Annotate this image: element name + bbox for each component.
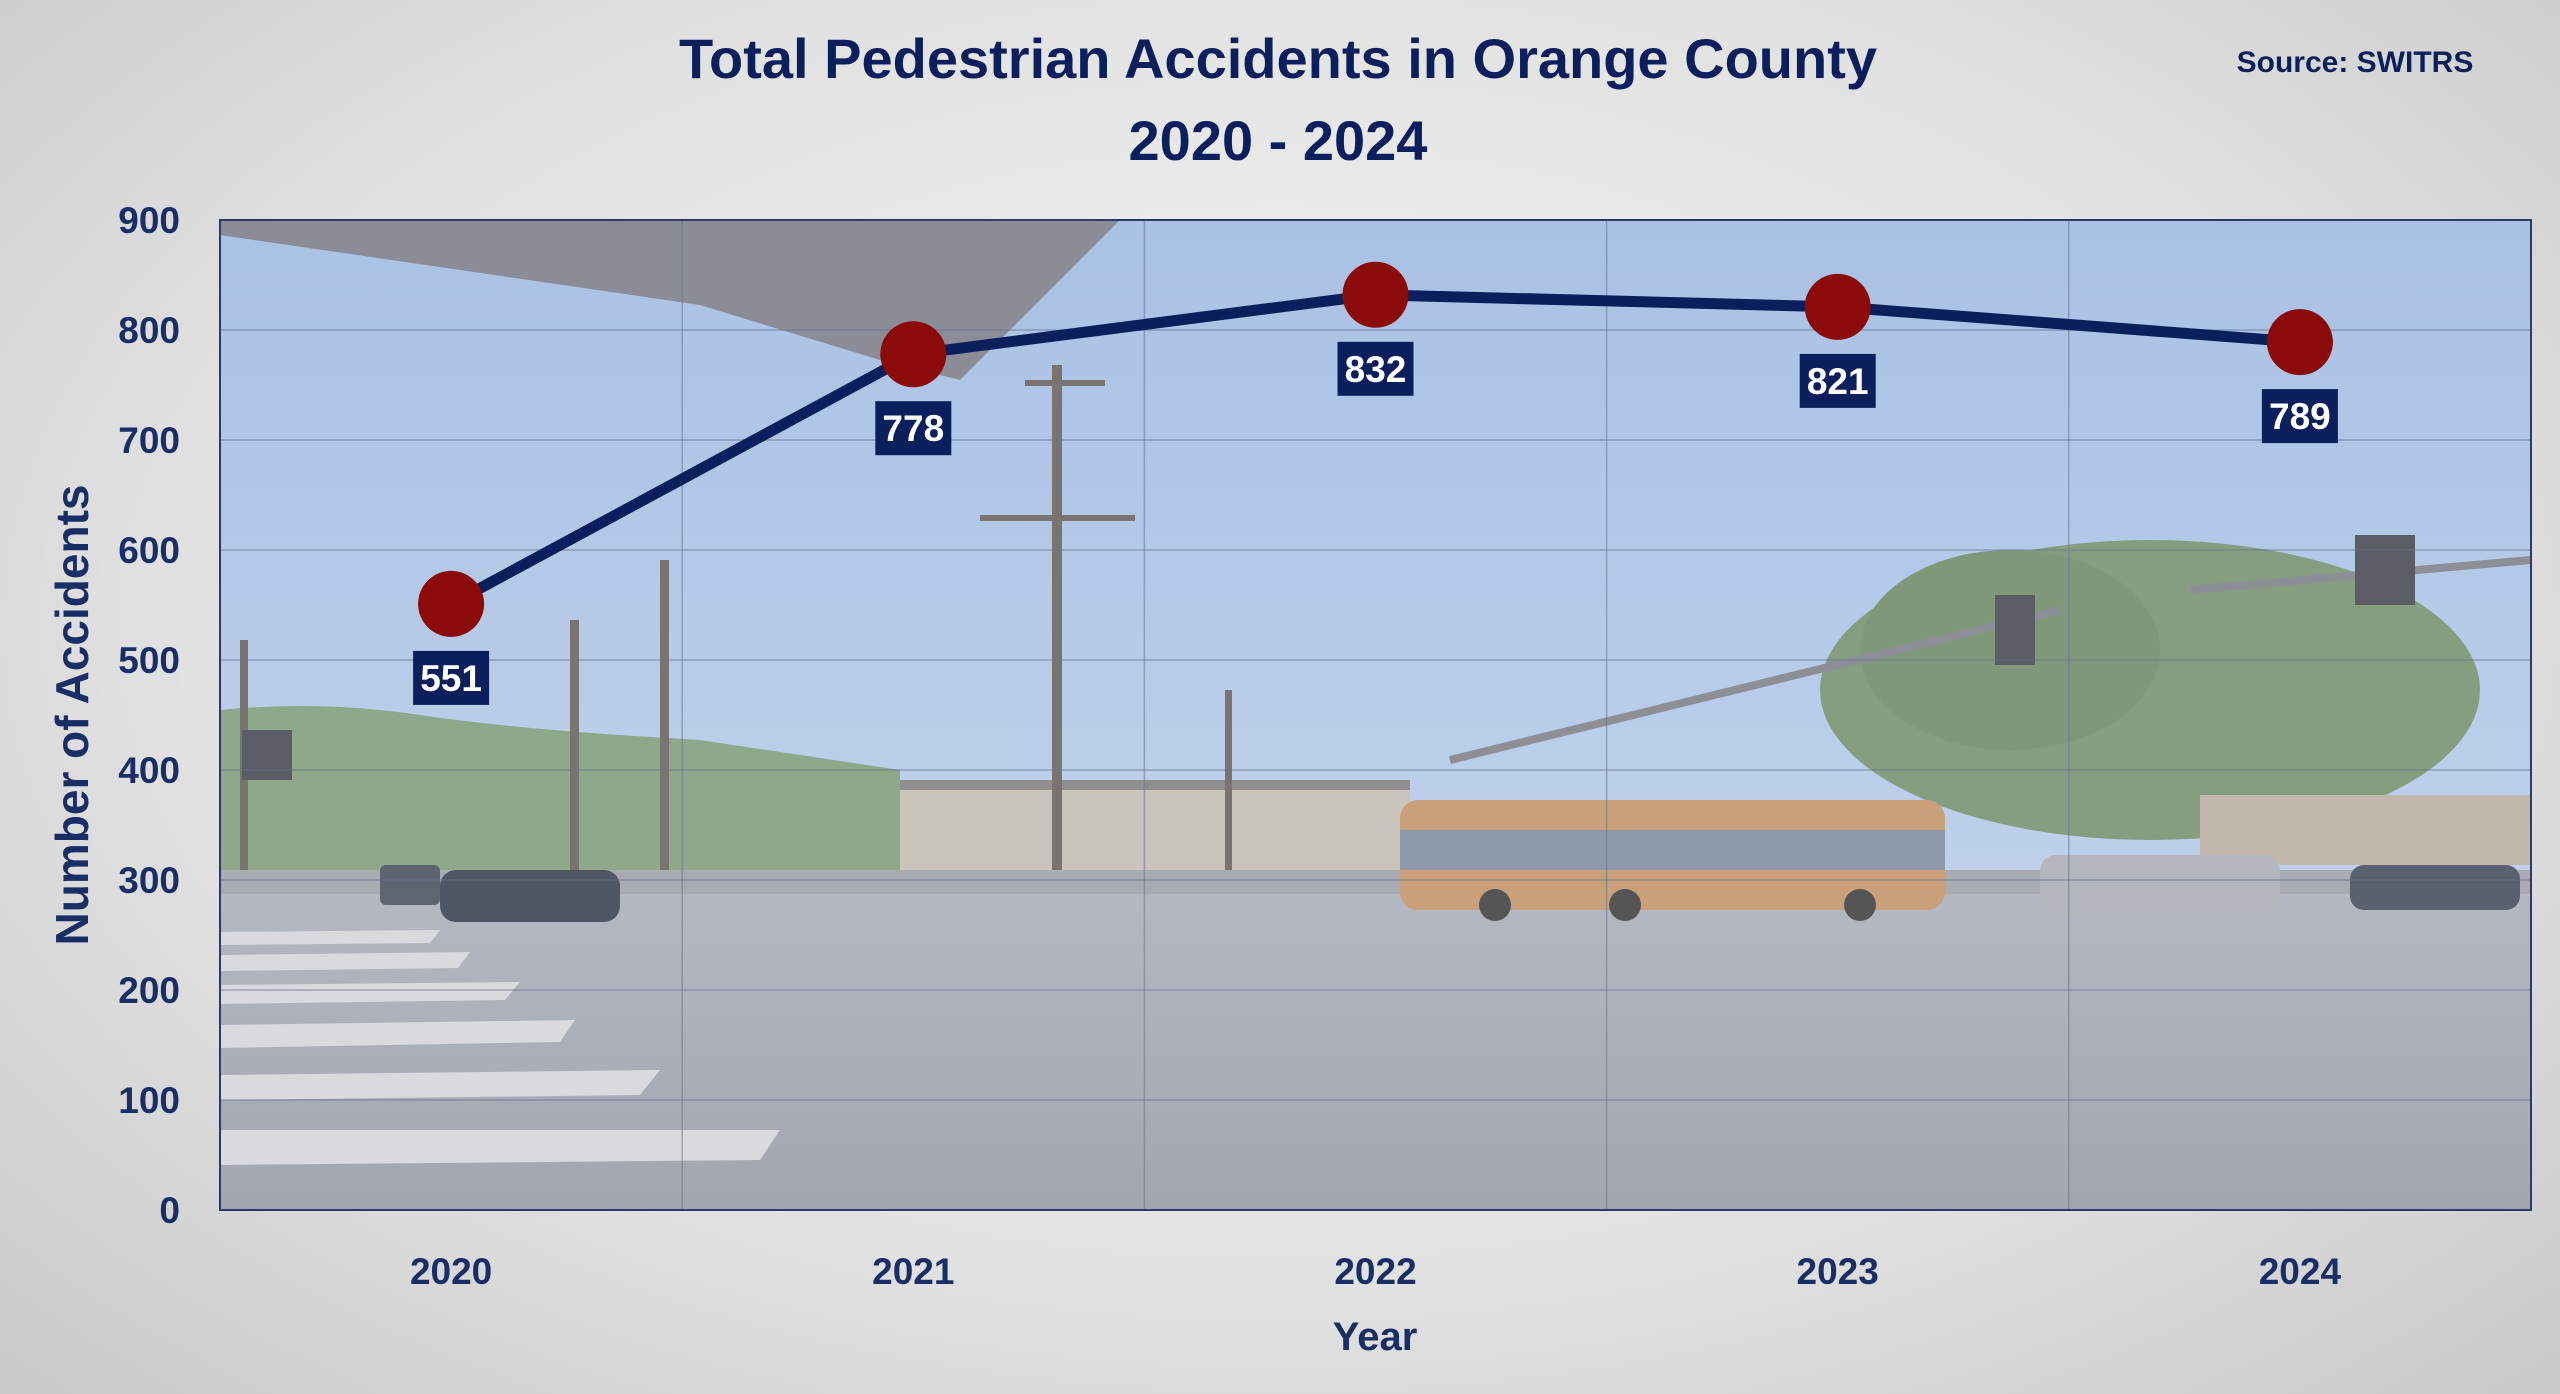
y-tick-label: 400 (118, 750, 180, 791)
y-tick-label: 200 (118, 970, 180, 1011)
x-tick-label: 2023 (1797, 1251, 1879, 1292)
plot-frame (219, 219, 2532, 1211)
data-label: 832 (1345, 349, 1407, 390)
data-label: 789 (2269, 396, 2331, 437)
data-label: 551 (420, 658, 482, 699)
data-label: 778 (882, 408, 944, 449)
y-tick-label: 700 (118, 420, 180, 461)
y-tick-label: 500 (118, 640, 180, 681)
y-tick-label: 600 (118, 530, 180, 571)
data-point (418, 570, 485, 637)
y-tick-label: 0 (159, 1190, 180, 1231)
x-axis-title: Year (1333, 1315, 1418, 1359)
data-label-box (1799, 353, 1876, 408)
source-note: Source: SWITRS (2237, 46, 2474, 79)
x-axis: 2020 2021 2022 2023 2024 (410, 1251, 2342, 1292)
data-label-box (2261, 389, 2338, 444)
data-label-box (1337, 341, 1414, 396)
chart-title: Total Pedestrian Accidents in Orange Cou… (679, 27, 1877, 90)
data-label-box (875, 401, 952, 456)
y-axis-title: Number of Accidents (46, 485, 98, 946)
x-tick-label: 2024 (2259, 1251, 2342, 1292)
data-point (1804, 273, 1871, 340)
chart-subtitle: 2020 - 2024 (1129, 109, 1428, 172)
x-tick-label: 2021 (872, 1251, 954, 1292)
y-tick-label: 900 (118, 200, 180, 241)
y-axis: 0 100 200 300 400 500 600 700 800 900 (118, 200, 180, 1231)
x-tick-label: 2022 (1334, 1251, 1416, 1292)
series-line-group: 551 778 832 821 789 (413, 261, 2338, 705)
y-tick-label: 100 (118, 1080, 180, 1121)
data-point (1342, 261, 1409, 328)
y-tick-label: 800 (118, 310, 180, 351)
data-point (2266, 309, 2333, 376)
data-label: 821 (1807, 361, 1869, 402)
y-tick-label: 300 (118, 860, 180, 901)
data-label-box (413, 650, 490, 705)
x-tick-label: 2020 (410, 1251, 492, 1292)
data-point (880, 321, 947, 388)
